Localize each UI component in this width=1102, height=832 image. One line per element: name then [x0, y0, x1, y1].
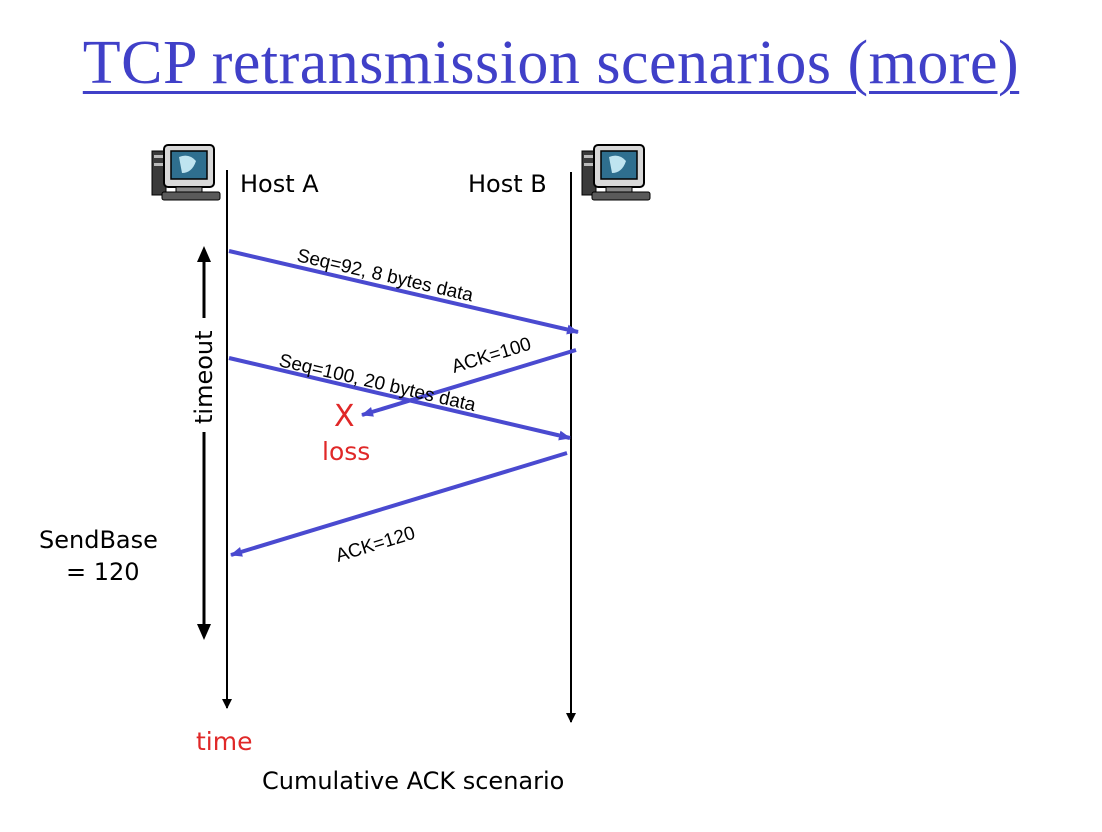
time-label: time [196, 727, 252, 756]
sendbase-value: = 120 [66, 558, 140, 586]
diagram-caption: Cumulative ACK scenario [262, 767, 564, 795]
ack100-label: ACK=100 [449, 334, 533, 378]
timeout-arrow-top-head [197, 246, 211, 262]
loss-x-mark: X [334, 399, 355, 434]
sendbase-label: SendBase [39, 526, 158, 554]
timeout-label: timeout [190, 330, 218, 424]
slide-title: TCP retransmission scenarios (more) [82, 29, 1020, 97]
seq92-label: Seq=92, 8 bytes data [295, 245, 476, 306]
ack120-arrow [230, 451, 568, 557]
host-b-label: Host B [468, 170, 547, 198]
computer-icon [151, 144, 221, 201]
seq100-label: Seq=100, 20 bytes data [277, 350, 478, 416]
computer-icon [581, 144, 651, 201]
host-a-label: Host A [240, 170, 319, 198]
loss-label: loss [322, 437, 370, 466]
ack100-arrow [361, 348, 577, 417]
seq100-arrow [228, 356, 571, 441]
timeout-arrow-bottom-head [197, 624, 211, 640]
seq92-arrow [228, 249, 579, 335]
ack120-label: ACK=120 [333, 523, 417, 567]
